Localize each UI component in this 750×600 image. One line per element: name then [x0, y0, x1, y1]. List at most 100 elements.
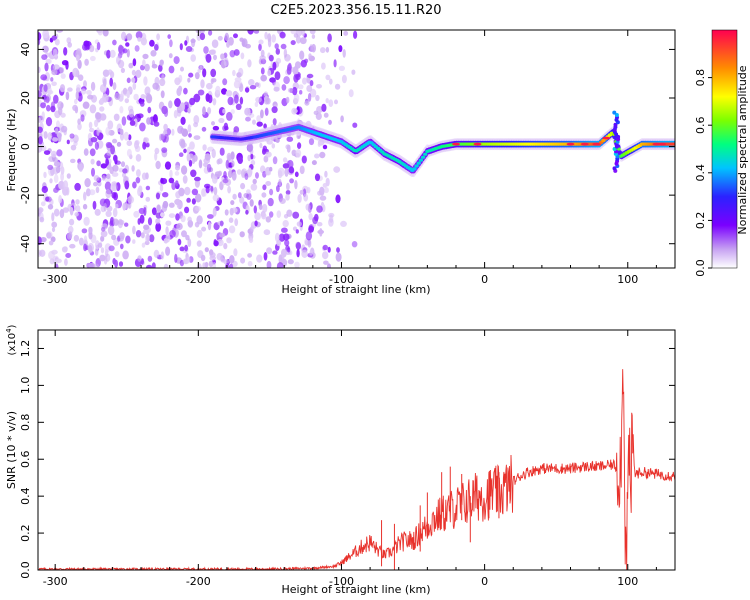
spectrogram-noise-cell [101, 226, 106, 232]
spectrogram-noise-cell [225, 159, 230, 169]
spectrogram-noise-cell [299, 165, 305, 175]
spectrogram-noise-cell [299, 90, 303, 95]
spectrogram-noise-cell [328, 99, 334, 107]
spectrogram-noise-cell [338, 45, 343, 53]
spectrogram-noise-cell [202, 106, 206, 116]
spectrogram-noise-cell [209, 249, 214, 256]
spectrogram-y-axis: -40 -20 0 20 40 [19, 42, 675, 253]
spectrogram-noise-cell [113, 192, 118, 201]
spectrogram-noise-cell [223, 57, 229, 67]
spectrogram-noise-cell [125, 235, 131, 244]
spectrogram-noise-cell [73, 234, 80, 242]
spectrogram-noise-cell [286, 182, 290, 191]
spectrogram-noise-cell [112, 138, 118, 144]
spectrogram-noise-cell [129, 120, 136, 126]
spectrogram-noise-cell [67, 225, 74, 234]
spectrogram-noise-cell [294, 180, 298, 190]
spectrogram-noise-cell [113, 154, 118, 162]
spectrogram-noise-cell [46, 232, 52, 239]
spectrogram-noise-cell [155, 192, 161, 200]
spectrogram-noise-cell [259, 142, 263, 149]
spectrogram-noise-cell [174, 198, 181, 205]
snr-y-axis: 0.0 0.2 0.4 0.6 0.8 1.0 1.2 [19, 340, 675, 579]
spectrogram-noise-cell [105, 188, 112, 199]
spectrogram-noise-cell [314, 173, 321, 182]
spectrogram-noise-cell [160, 212, 165, 218]
spectrogram-noise-cell [94, 119, 99, 128]
spectrogram-hot-spot [592, 142, 601, 146]
spectrogram-noise-cell [233, 33, 238, 39]
spectrogram-noise-cell [245, 116, 251, 122]
spectrogram-noise-cell [216, 159, 221, 165]
spectrogram-noise-cell [90, 137, 98, 143]
spectrogram-noise-cell [283, 48, 288, 58]
spectrogram-noise-cell [297, 194, 302, 203]
spectrogram-noise-cell [218, 117, 225, 124]
spectrogram-noise-cell [68, 231, 73, 239]
spectrogram-noise-cell [253, 30, 260, 34]
spectrogram-noise-cell [308, 138, 315, 146]
spectrogram-noise-cell [124, 180, 130, 190]
spectrogram-noise-cell [97, 30, 104, 36]
spectrogram-noise-cell [213, 186, 218, 196]
spectrogram-noise-cell [161, 147, 168, 154]
spectrogram-noise-cell [163, 133, 169, 143]
spectrogram-noise-cell [51, 69, 58, 76]
spectrogram-noise-cell [193, 115, 200, 125]
spectrogram-noise-cell [205, 53, 212, 63]
spectrogram-noise-cell [139, 214, 145, 224]
colorbar-tick-label: 0.4 [694, 164, 707, 182]
spectrogram-noise-cell [353, 30, 358, 39]
spectrogram-noise-cell [134, 45, 140, 52]
spectrogram-noise-cell [254, 101, 259, 107]
spectrogram-noise-cell [135, 31, 143, 40]
spectrogram-noise-cell [175, 164, 180, 171]
spectrogram-noise-cell [45, 117, 53, 127]
spectrogram-noise-cell [308, 225, 314, 233]
spectrogram-noise-cell [60, 112, 66, 118]
spectrogram-noise-cell [222, 108, 226, 114]
spectrogram-noise-cell [91, 167, 95, 177]
spectrogram-noise-cell [126, 77, 131, 84]
spectrogram-signal-core [414, 164, 419, 168]
spectrogram-noise-cell [211, 78, 217, 83]
spectrogram-noise-cell [106, 150, 112, 156]
spectrogram-noise-cell [38, 115, 45, 123]
spectrogram-noise-cell [118, 45, 125, 55]
spectrogram-noise-cell [92, 200, 97, 210]
spectrogram-noise-cell [50, 150, 57, 158]
spectrogram-noise-cell [267, 69, 272, 77]
spectrogram-noise-cell [316, 222, 323, 227]
spectrogram-noise-cell [200, 79, 205, 89]
spectrogram-noise-cell [193, 93, 201, 103]
spectrogram-noise-cell [322, 144, 328, 150]
spectrogram-noise-cell [232, 69, 236, 77]
spectrogram-noise-cell [212, 262, 216, 268]
spectrogram-noise-cell [123, 131, 129, 141]
spectrogram-noise-cell [109, 217, 114, 226]
spectrogram-noise-cell [282, 163, 290, 169]
spectrogram-noise-cell [47, 132, 53, 141]
spectrogram-noise-cell [307, 93, 312, 102]
spectrogram-noise-cell [279, 31, 286, 39]
spectrogram-noise-cell [108, 245, 115, 252]
spectrogram-noise-cell [168, 202, 175, 208]
snr-y-scale-label: (x104) [5, 324, 18, 355]
spectrogram-noise-cell [132, 239, 136, 244]
spectrogram-noise-cell [223, 171, 227, 179]
spectrogram-hot-spot [580, 142, 589, 146]
spectrogram-noise-cell [43, 84, 48, 93]
spectrogram-disturbance [612, 110, 617, 115]
spectrogram-x-tick-label: 0 [481, 273, 488, 286]
spectrogram-noise-cell [73, 140, 78, 147]
spectrogram-noise-cell [193, 135, 201, 141]
spectrogram-noise-cell [131, 69, 136, 76]
spectrogram-noise-cell [102, 175, 106, 181]
spectrogram-noise-cell [74, 212, 79, 217]
spectrogram-noise-cell [174, 98, 181, 107]
spectrogram-noise-cell [49, 178, 53, 184]
spectrogram-noise-cell [121, 31, 127, 41]
spectrogram-noise-cell [38, 209, 42, 214]
spectrogram-noise-cell [247, 142, 254, 153]
spectrogram-noise-cell [38, 66, 41, 73]
